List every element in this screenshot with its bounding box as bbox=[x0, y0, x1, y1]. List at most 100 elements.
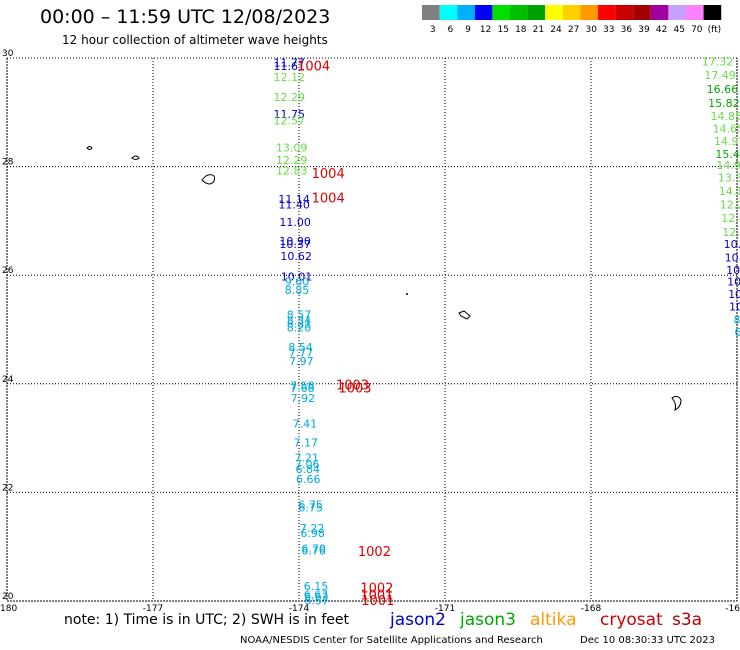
wave-height-label: 15.82 bbox=[708, 97, 740, 110]
legend-swatch bbox=[615, 5, 634, 20]
footer-timestamp: Dec 10 08:30:33 UTC 2023 bbox=[580, 635, 715, 646]
legend-swatch bbox=[439, 5, 458, 20]
legend-label: 21 bbox=[533, 25, 544, 35]
satellite-name-cryosat: cryosat bbox=[600, 610, 663, 630]
pressure-label: 1002 bbox=[360, 581, 393, 596]
wave-height-label: 6.95 bbox=[734, 326, 740, 339]
wave-height-label: 8.20 bbox=[287, 321, 312, 334]
y-tick-label: 24 bbox=[2, 375, 14, 385]
legend-label: 70 bbox=[691, 25, 703, 35]
pressure-label: 1001 bbox=[361, 594, 394, 609]
wave-height-label: 7.41 bbox=[293, 417, 318, 430]
wave-height-label: 7.58 bbox=[290, 379, 315, 392]
wave-height-label: 6.75 bbox=[298, 502, 323, 515]
legend-label: 24 bbox=[550, 25, 562, 35]
legend-swatch bbox=[633, 5, 651, 20]
wave-height-label: 17.49 bbox=[704, 69, 736, 82]
pressure-label: 1004 bbox=[297, 60, 330, 75]
y-tick-label: 20 bbox=[2, 592, 14, 602]
wave-height-label: 6.75 bbox=[298, 498, 323, 511]
wave-height-label: 15.48 bbox=[715, 148, 740, 161]
wave-height-label: 6.66 bbox=[296, 473, 321, 486]
x-tick-label: -174 bbox=[289, 604, 310, 614]
wave-height-label: 12.29 bbox=[276, 154, 308, 167]
wave-height-label: 14.65 bbox=[712, 123, 740, 136]
color-scale-legend: 3 6 9 12 15 18 21 24 27 30 33 36 39 42 45 70 (ft) bbox=[422, 5, 722, 35]
legend-swatch bbox=[686, 5, 704, 20]
island-outline bbox=[131, 155, 140, 160]
legend-swatch bbox=[703, 5, 722, 20]
wave-height-label: 13.09 bbox=[276, 142, 308, 155]
wave-height-label: 10.98 bbox=[724, 238, 740, 251]
wave-height-label: 12.29 bbox=[720, 199, 740, 212]
wave-height-label: 14.85 bbox=[711, 110, 740, 123]
wave-height-label: 11.40 bbox=[278, 199, 310, 212]
pressure-label: 1003 bbox=[336, 378, 369, 393]
wave-height-label: 6.67 bbox=[304, 588, 329, 601]
satellite-name-jason2: jason2 bbox=[390, 610, 446, 630]
wave-height-label: 10.11 bbox=[729, 301, 740, 314]
wave-height-label: 11.77 bbox=[274, 56, 306, 69]
wave-height-label: 7.06 bbox=[295, 458, 320, 471]
island-outline bbox=[201, 174, 215, 185]
legend-label: 45 bbox=[673, 25, 684, 35]
y-tick-label: 22 bbox=[2, 483, 13, 493]
wave-height-label: 12.12 bbox=[274, 71, 306, 84]
satellite-name-jason3: jason3 bbox=[460, 610, 516, 630]
island-outline bbox=[86, 146, 93, 150]
island-outline bbox=[458, 310, 471, 320]
legend-label: (ft) bbox=[708, 25, 722, 35]
pressure-label: 1004 bbox=[312, 192, 345, 207]
legend-swatch bbox=[668, 5, 686, 20]
legend-label: 12 bbox=[480, 25, 491, 35]
wave-height-label: 7.68 bbox=[290, 382, 315, 395]
legend-label: 9 bbox=[465, 25, 471, 35]
wave-height-label: 13.38 bbox=[718, 171, 740, 184]
wave-height-label: 12.53 bbox=[722, 226, 740, 239]
wave-height-label: 10.37 bbox=[279, 238, 311, 251]
wave-height-label: 11.14 bbox=[278, 193, 310, 206]
wave-height-label: 6.15 bbox=[304, 580, 329, 593]
legend-label: 42 bbox=[656, 25, 667, 35]
x-tick-label: -168 bbox=[581, 604, 602, 614]
legend-swatch bbox=[492, 5, 510, 20]
legend-swatch bbox=[562, 5, 581, 20]
wave-height-label: 12.83 bbox=[276, 164, 308, 177]
legend-label: 30 bbox=[585, 25, 597, 35]
satellite-name-altika: altika bbox=[530, 610, 577, 630]
wave-height-label: 7.77 bbox=[289, 346, 314, 359]
legend-swatch bbox=[422, 5, 440, 20]
wave-height-label: 17.32 bbox=[702, 55, 734, 68]
wave-height-label: 14.14 bbox=[719, 185, 740, 198]
wave-height-label: 14.97 bbox=[714, 135, 740, 148]
legend-swatch bbox=[510, 5, 528, 20]
legend-swatch bbox=[527, 5, 546, 20]
footer-note: note: 1) Time is in UTC; 2) SWH is in fe… bbox=[64, 612, 350, 628]
legend-swatch bbox=[457, 5, 475, 20]
plot-frame bbox=[6, 57, 738, 602]
wave-height-label: 6.84 bbox=[296, 463, 321, 476]
x-tick-label: -16 bbox=[725, 604, 740, 614]
satellite-name-s3a: s3a bbox=[672, 610, 703, 630]
wave-height-label: 8.57 bbox=[287, 308, 312, 321]
wave-height-label: 8.54 bbox=[288, 341, 313, 354]
legend-label: 27 bbox=[568, 25, 579, 35]
legend-label: 33 bbox=[603, 25, 614, 35]
legend-label: 39 bbox=[638, 25, 650, 35]
legend-swatch bbox=[545, 5, 563, 20]
wave-height-label: 6.62 bbox=[304, 591, 329, 604]
axis-tick-labels: -180 -177 -174 -171 -168 -16 20 22 24 26 28 30 bbox=[0, 49, 740, 614]
pressure-label: 1003 bbox=[338, 382, 371, 397]
wave-height-label: 12.29 bbox=[274, 91, 306, 104]
chart-subtitle: 12 hour collection of altimeter wave hei… bbox=[62, 33, 328, 47]
wave-height-label: 9.60 bbox=[285, 276, 310, 289]
wave-height-label: 12.83 bbox=[721, 212, 740, 225]
y-tick-label: 28 bbox=[2, 158, 14, 168]
y-tick-label: 30 bbox=[2, 49, 14, 59]
wave-height-label: 11.61 bbox=[274, 60, 306, 73]
pressure-label: 1004 bbox=[312, 167, 345, 182]
wave-height-label: 8.85 bbox=[285, 284, 310, 297]
wave-height-label: 11.00 bbox=[279, 216, 311, 229]
wave-height-label: 10.01 bbox=[281, 270, 313, 283]
